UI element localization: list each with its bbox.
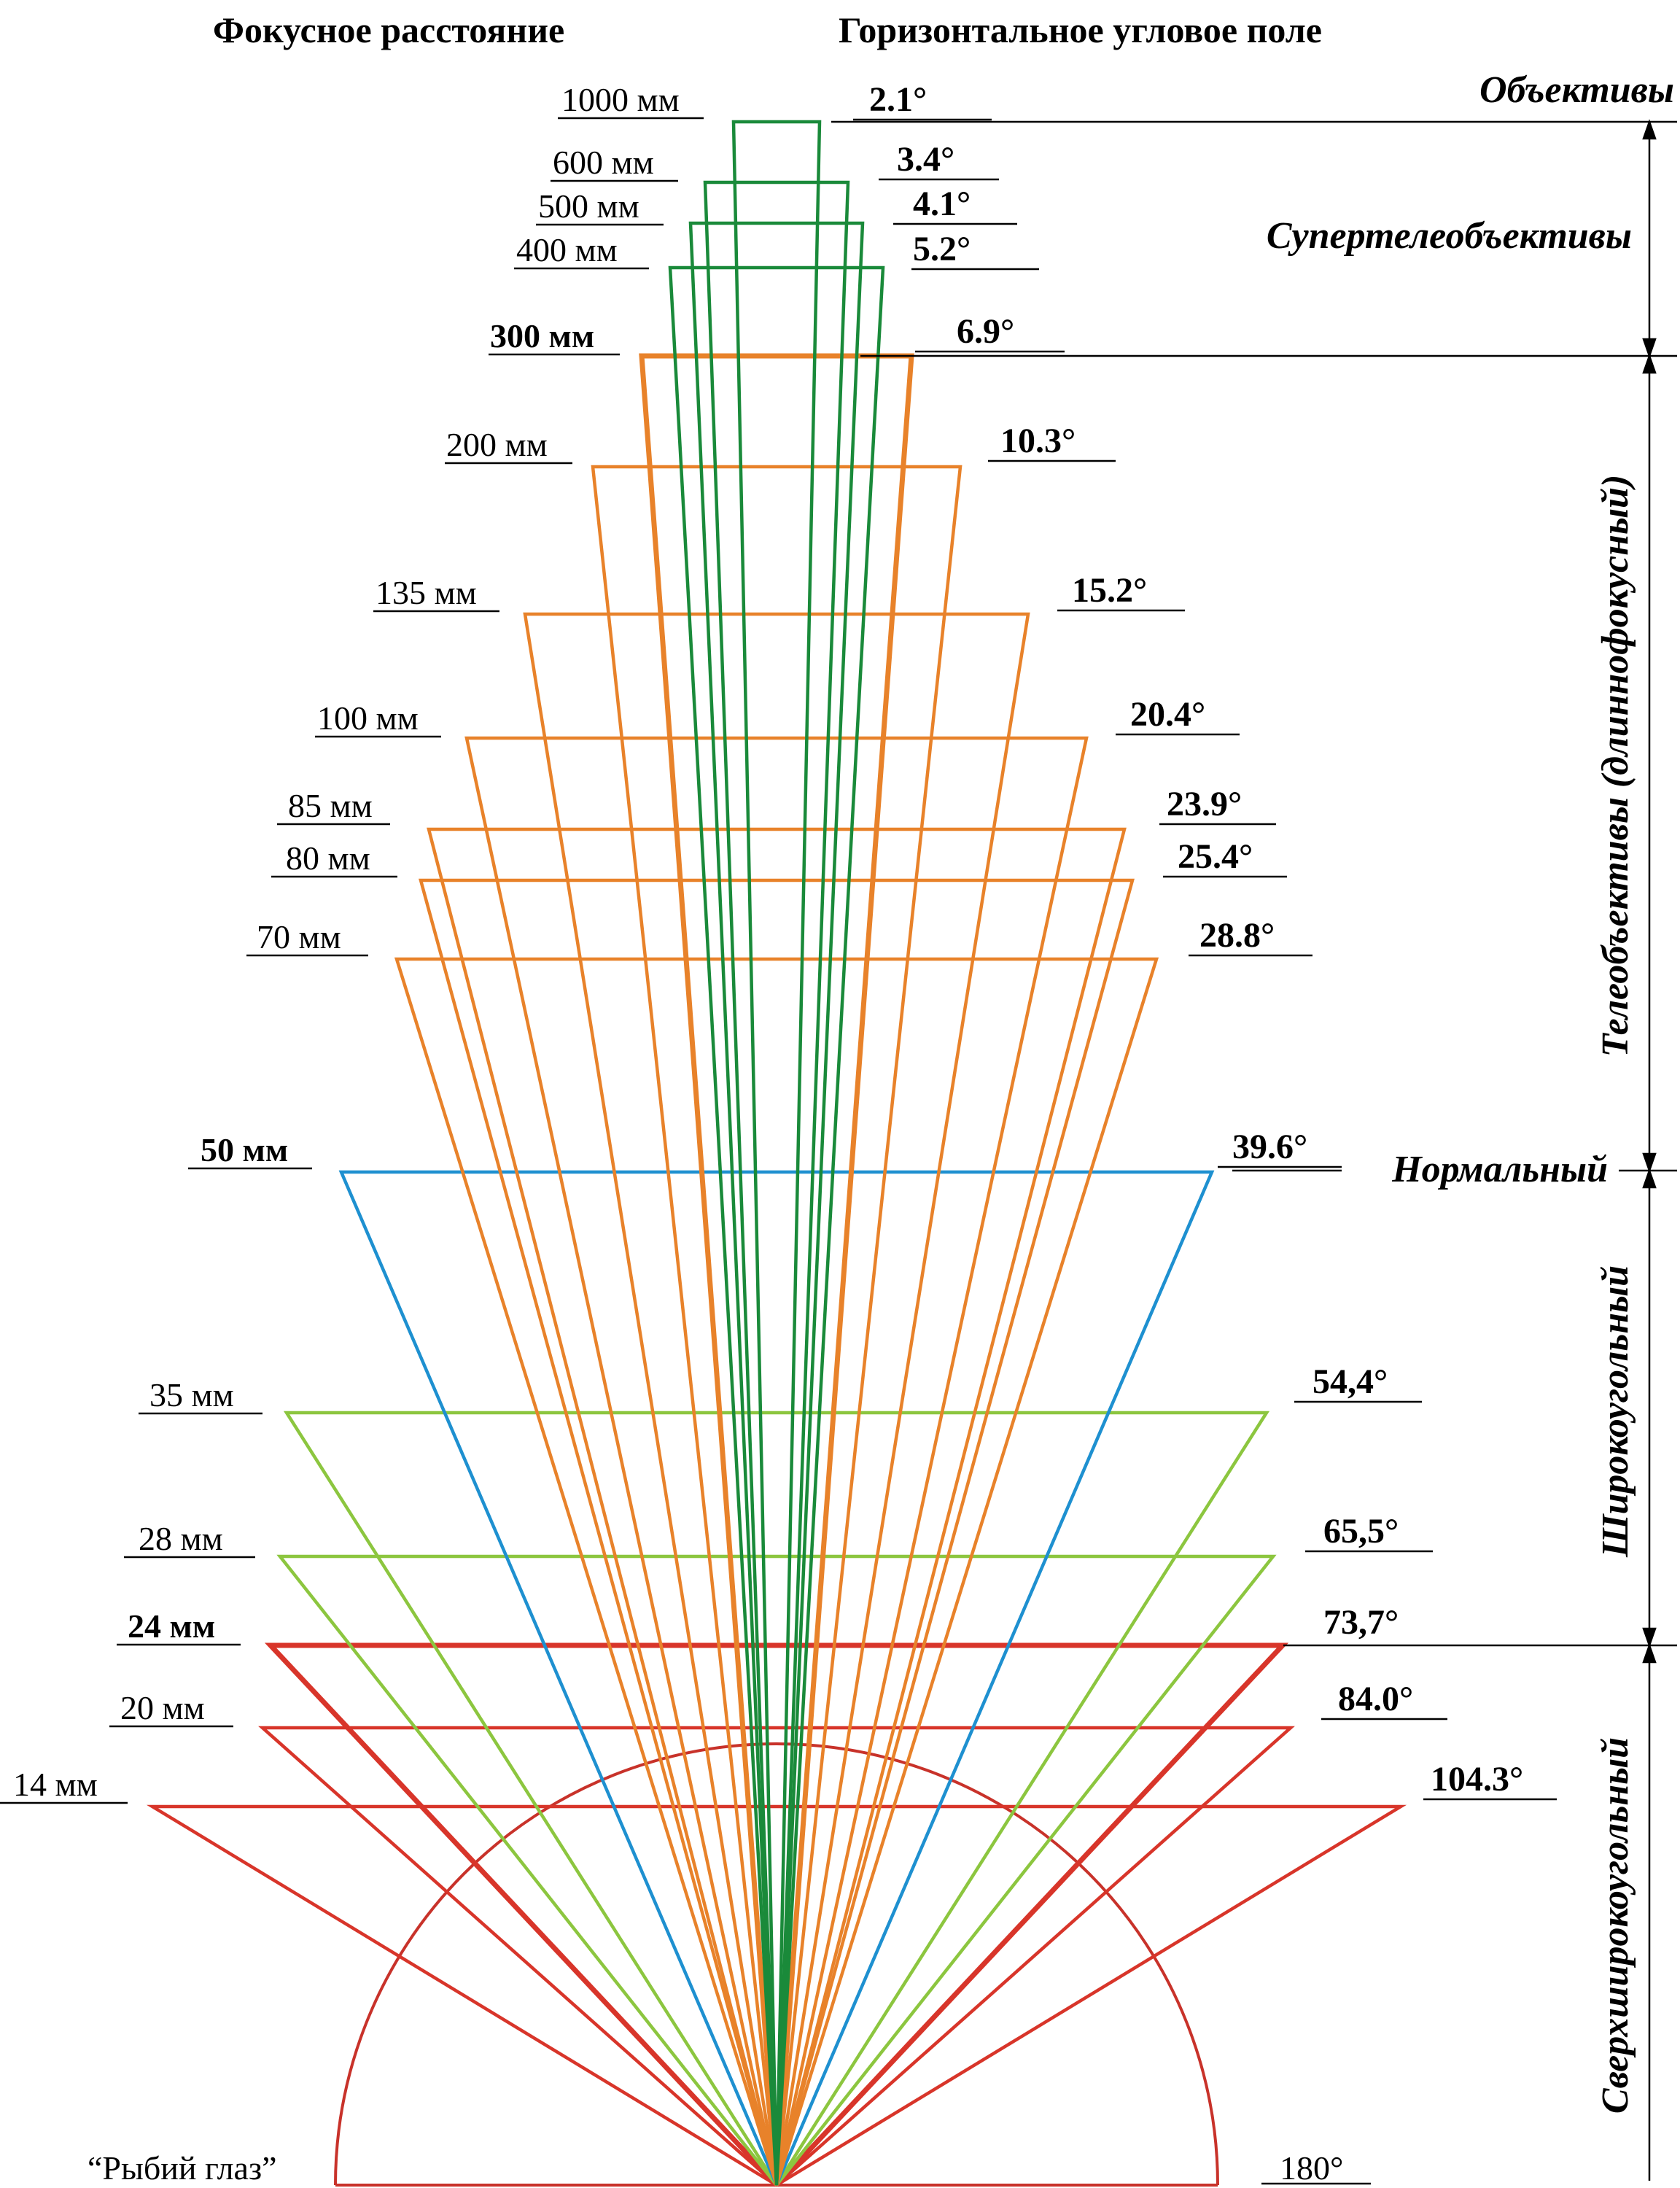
angle-of-view-label: 23.9° bbox=[1167, 785, 1242, 823]
angle-of-view-label: 84.0° bbox=[1338, 1680, 1413, 1718]
lens-wedge-1000-мм bbox=[731, 120, 822, 2186]
angle-of-view-label: 4.1° bbox=[913, 185, 971, 223]
focal-length-label: 1000 мм bbox=[561, 81, 680, 118]
category-arrows bbox=[1642, 119, 1657, 2181]
lens-wedge-300-мм bbox=[639, 353, 914, 2186]
lens-wedge-85-мм bbox=[427, 827, 1127, 2186]
focal-length-label: 200 мм bbox=[446, 426, 548, 463]
focal-length-label: 135 мм bbox=[376, 574, 477, 611]
focal-length-label: 500 мм bbox=[538, 187, 639, 225]
focal-length-label: 14 мм bbox=[13, 1766, 98, 1803]
fisheye-angle-label: 180° bbox=[1280, 2149, 1343, 2187]
angle-of-view-label: 20.4° bbox=[1130, 695, 1205, 734]
lens-wedge-24-мм bbox=[264, 1642, 1289, 2187]
angle-of-view-label: 6.9° bbox=[957, 312, 1014, 351]
focal-length-label: 24 мм bbox=[128, 1607, 215, 1645]
lens-wedge-35-мм bbox=[283, 1411, 1270, 2187]
focal-length-header: Фокусное расстояние bbox=[213, 9, 564, 50]
lens-wedge-70-мм bbox=[394, 957, 1159, 2186]
angle-of-view-label: 10.3° bbox=[1000, 422, 1076, 460]
lens-wedge-14-мм bbox=[146, 1804, 1407, 2187]
lens-wedge-20-мм bbox=[258, 1726, 1295, 2187]
fisheye-label: “Рыбий глаз” bbox=[88, 2149, 277, 2187]
angle-of-view-label: 3.4° bbox=[897, 140, 954, 179]
category-label-normal: Нормальный bbox=[1391, 1149, 1608, 1190]
lens-wedges bbox=[146, 120, 1407, 2187]
lens-wedge-135-мм bbox=[523, 612, 1030, 2186]
focal-length-label: 35 мм bbox=[149, 1376, 234, 1413]
angle-of-view-label: 54,4° bbox=[1312, 1362, 1388, 1401]
category-label-supertele: Супертелеобъективы bbox=[1267, 215, 1632, 257]
lens-wedge-50-мм bbox=[338, 1170, 1215, 2186]
focal-length-label: 100 мм bbox=[317, 699, 419, 737]
angle-of-view-header: Горизонтальное угловое поле bbox=[839, 9, 1322, 50]
angle-of-view-label: 39.6° bbox=[1232, 1128, 1307, 1166]
angle-of-view-label: 104.3° bbox=[1431, 1760, 1523, 1799]
angle-of-view-label: 65,5° bbox=[1323, 1512, 1399, 1551]
lens-wedge-28-мм bbox=[276, 1554, 1277, 2187]
category-boundaries bbox=[831, 120, 1677, 1647]
lens-wedge-200-мм bbox=[591, 465, 962, 2186]
angle-of-view-label: 73,7° bbox=[1323, 1603, 1399, 1642]
focal-length-label: 50 мм bbox=[201, 1131, 288, 1168]
category-label-wide: Широкоугольный bbox=[1595, 1265, 1636, 1558]
focal-length-label: 400 мм bbox=[516, 231, 618, 268]
lens-wedge-400-мм bbox=[668, 265, 885, 2186]
focal-length-label: 300 мм bbox=[490, 317, 594, 354]
fisheye-arc bbox=[334, 1742, 1219, 2186]
angle-of-view-label: 5.2° bbox=[913, 230, 971, 268]
angle-of-view-label: 28.8° bbox=[1199, 916, 1275, 955]
angle-of-view-label: 25.4° bbox=[1178, 837, 1253, 876]
focal-length-label: 70 мм bbox=[257, 918, 341, 955]
focal-length-label: 20 мм bbox=[120, 1689, 205, 1726]
focal-length-label: 600 мм bbox=[553, 144, 654, 181]
category-label-ultrawide: Сверхширокоугольный bbox=[1595, 1737, 1636, 2114]
lens-wedge-600-мм bbox=[703, 180, 850, 2186]
focal-length-label: 85 мм bbox=[288, 787, 373, 824]
category-label-tele: Телеобъективы (длиннофокусный) bbox=[1595, 475, 1636, 1058]
lens-wedge-100-мм bbox=[464, 736, 1089, 2186]
angle-of-view-label: 2.1° bbox=[869, 80, 927, 119]
category-label-lenses: Объективы bbox=[1479, 69, 1674, 111]
lens-wedge-500-мм bbox=[688, 221, 865, 2186]
lens-labels: 1000 мм 2.1° 600 мм 3.4° 500 мм 4.1° 400 мм 5.2… bbox=[0, 80, 1557, 1804]
focal-length-label: 80 мм bbox=[286, 839, 370, 877]
lens-wedge-80-мм bbox=[419, 878, 1135, 2186]
angle-of-view-label: 15.2° bbox=[1072, 571, 1147, 610]
focal-length-label: 28 мм bbox=[139, 1520, 223, 1557]
